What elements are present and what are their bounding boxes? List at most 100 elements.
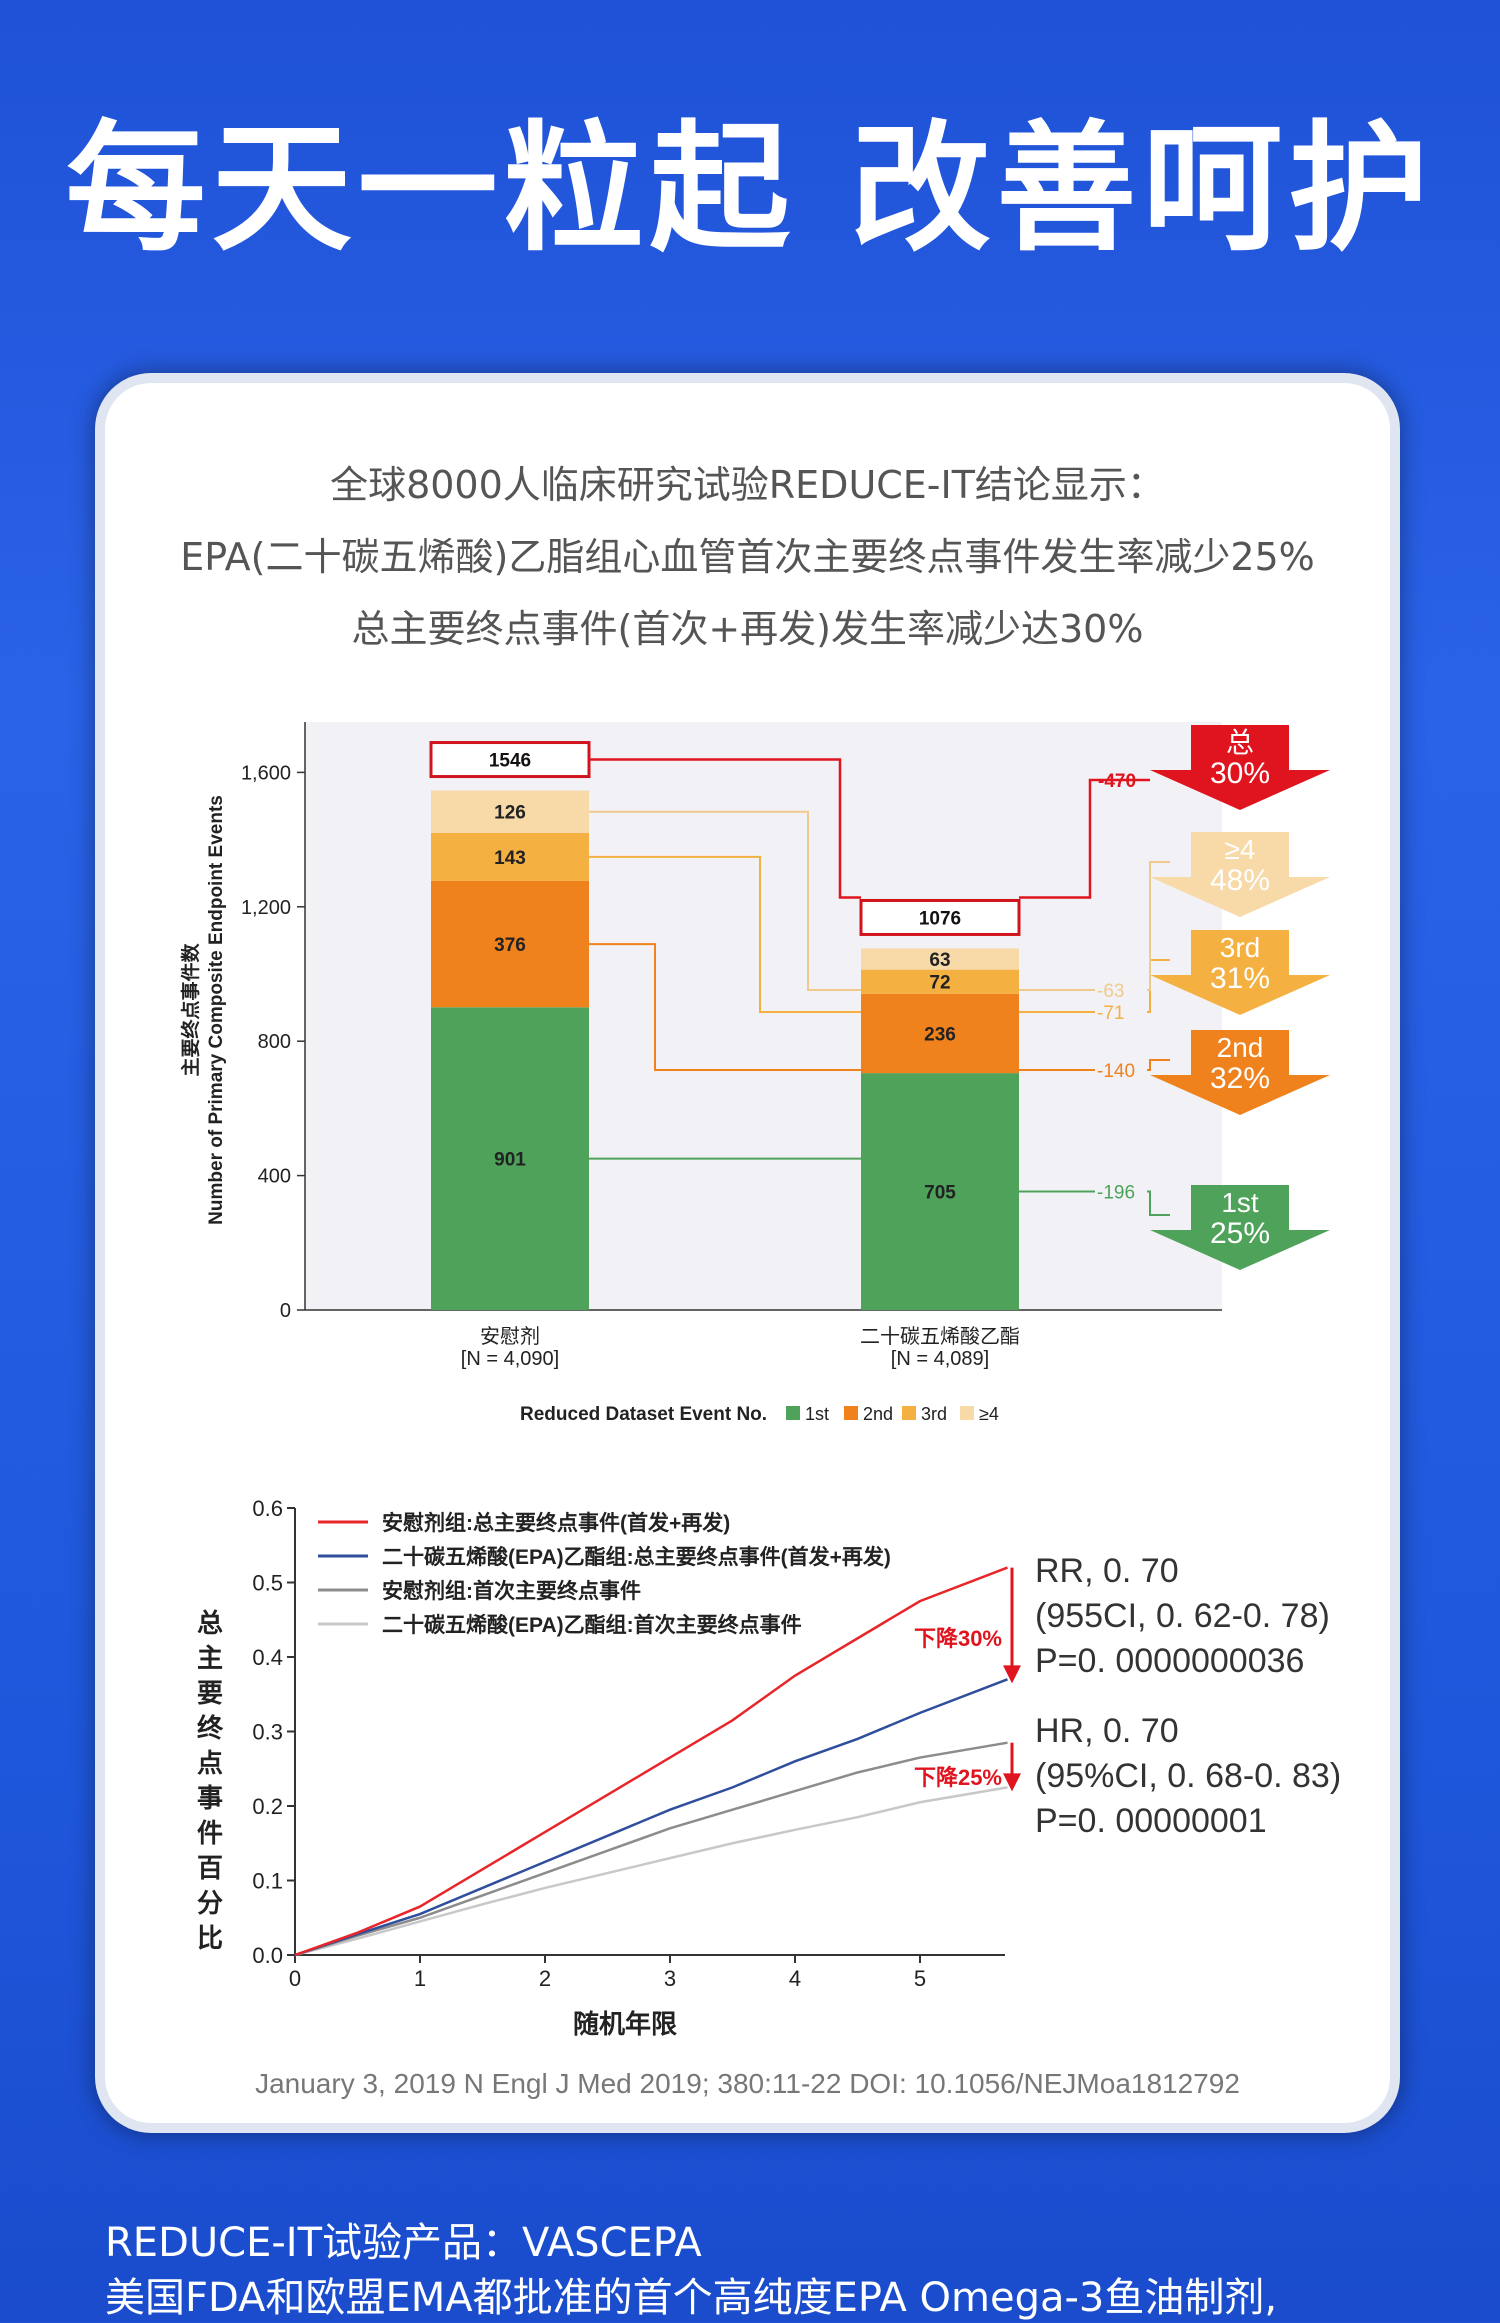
reduction-arrow-percent: 31% — [1210, 962, 1270, 995]
y-tick-label: 1,600 — [241, 762, 291, 784]
y-axis-label-char: 要 — [197, 1678, 223, 1708]
legend-label: 2nd — [863, 1404, 893, 1424]
y-axis-label-char: 件 — [197, 1818, 223, 1848]
reduction-arrow-top-label: 1st — [1221, 1187, 1259, 1218]
legend-label: 安慰剂组:总主要终点事件(首发+再发) — [382, 1511, 730, 1535]
reduction-arrow-top-label: 2nd — [1217, 1032, 1264, 1063]
category-label: 安慰剂 — [480, 1325, 540, 1348]
bar-value-label: 376 — [494, 935, 526, 956]
y-axis-label-char: 主 — [197, 1643, 223, 1673]
x-tick-label: 1 — [414, 1966, 426, 1991]
bar-segment-1 — [431, 1007, 589, 1310]
stats-line: (95%CI, 0. 68-0. 83) — [1035, 1757, 1341, 1795]
bar-value-label: 143 — [494, 848, 526, 869]
reduction-arrow-shape — [1150, 725, 1330, 810]
legend-swatch — [902, 1406, 916, 1420]
bar-segment-2 — [861, 993, 1019, 1074]
bar-segment-1 — [861, 1073, 1019, 1310]
reduction-arrow: ≥448% — [1150, 832, 1330, 917]
total-connector — [589, 758, 861, 899]
y-axis-label-cn: 主要终点事件数 — [179, 943, 202, 1077]
approval-line: 美国FDA和欧盟EMA都批准的首个高纯度EPA Omega-3鱼油制剂, — [105, 2275, 1278, 2321]
bar-value-label: 901 — [494, 1150, 526, 1171]
arrow-connector — [1147, 861, 1170, 991]
stats-line: HR, 0. 70 — [1035, 1712, 1179, 1750]
y-tick-label: 0.4 — [252, 1645, 283, 1670]
x-tick-label: 4 — [789, 1966, 801, 1991]
x-tick-label: 3 — [664, 1966, 676, 1991]
y-tick-label: 0.5 — [252, 1571, 283, 1596]
reduction-arrow: 总30% — [1150, 725, 1330, 810]
legend-label: ≥4 — [979, 1404, 999, 1424]
category-label: 二十碳五烯酸乙酯 — [860, 1325, 1020, 1348]
y-tick-label: 0.2 — [252, 1794, 283, 1819]
bar-total-label: 1076 — [919, 908, 961, 929]
y-tick-label: 0 — [280, 1300, 291, 1322]
difference-label: -140 — [1097, 1061, 1135, 1082]
y-tick-label: 0.3 — [252, 1720, 283, 1745]
series-line-1 — [294, 1566, 1008, 1957]
cumulative-events-line-chart: 0.0 0.1 0.2 0.3 0.4 0.5 0.6 0 1 2 3 4 5 随机年限 总主要终点事件百分… — [197, 1496, 1341, 2039]
stats-line: RR, 0. 70 — [1035, 1552, 1179, 1590]
legend-label: 3rd — [921, 1404, 947, 1424]
y-axis-label-char: 点 — [197, 1748, 223, 1778]
total-connector — [1019, 778, 1150, 899]
y-axis-label-char: 分 — [197, 1888, 223, 1918]
legend-label: 1st — [805, 1404, 829, 1424]
journal-citation: January 3, 2019 N Engl J Med 2019; 380:1… — [255, 2068, 1240, 2099]
y-tick-label: 0.1 — [252, 1869, 283, 1894]
difference-label: -196 — [1097, 1183, 1135, 1204]
difference-label: -71 — [1097, 1003, 1124, 1024]
bar-segment-3 — [431, 832, 589, 881]
legend-label: 二十碳五烯酸(EPA)乙酯组:首次主要终点事件 — [382, 1613, 802, 1637]
x-tick-label: 2 — [539, 1966, 551, 1991]
legend-swatch — [786, 1406, 800, 1420]
stats-line: P=0. 00000001 — [1035, 1802, 1267, 1840]
difference-label: -63 — [1097, 981, 1124, 1002]
intro-line-2: EPA(二十碳五烯酸)乙脂组心血管首次主要终点事件发生率减少25% — [180, 535, 1315, 579]
stats-line: P=0. 0000000036 — [1035, 1642, 1304, 1680]
page-headline: 每天一粒起 改善呵护 — [65, 108, 1435, 271]
bar-segment-4 — [431, 790, 589, 833]
category-n-label: [N = 4,089] — [891, 1348, 989, 1370]
y-axis-label: Number of Primary Composite Endpoint Eve… — [206, 795, 227, 1225]
reduction-arrow-top-label: ≥4 — [1225, 834, 1256, 865]
product-line: REDUCE-IT试验产品：VASCEPA — [105, 2220, 702, 2266]
y-axis-label-char: 比 — [197, 1923, 223, 1953]
x-tick-label: 5 — [914, 1966, 926, 1991]
connector-line — [589, 943, 861, 1071]
drop-annotation: 下降30% — [914, 1626, 1002, 1651]
bar-value-label: 126 — [494, 803, 526, 824]
reduction-arrow-shape — [1150, 832, 1330, 917]
stacked-bar-chart: 0 400 800 1,200 1,600 主要终点事件数 Number of Primar… — [179, 722, 1330, 1425]
connector-line — [589, 810, 861, 991]
category-n-label: [N = 4,090] — [461, 1348, 559, 1370]
legend-title: Reduced Dataset Event No. — [520, 1404, 767, 1425]
total-box — [859, 898, 1021, 936]
reduction-arrow-top-label: 3rd — [1220, 932, 1260, 963]
intro-line-3: 总主要终点事件(首次+再发)发生率减少达30% — [351, 607, 1144, 651]
reduction-arrow-percent: 30% — [1210, 757, 1270, 790]
y-axis-label-char: 总 — [197, 1608, 223, 1638]
drop-arrow-head — [1003, 1665, 1021, 1684]
drop-arrow-head — [1003, 1773, 1021, 1792]
legend-label: 二十碳五烯酸(EPA)乙酯组:总主要终点事件(首发+再发) — [382, 1545, 891, 1569]
y-tick-label: 0.0 — [252, 1943, 283, 1968]
y-tick-label: 0.6 — [252, 1496, 283, 1521]
bar-segment-2 — [431, 880, 589, 1008]
arrow-connector — [1147, 1059, 1170, 1071]
bar-value-label: 705 — [924, 1183, 956, 1204]
reduction-arrow-percent: 32% — [1210, 1062, 1270, 1095]
y-tick-label: 400 — [258, 1166, 291, 1188]
reduction-arrow-percent: 25% — [1210, 1217, 1270, 1250]
y-axis-label-char: 事 — [197, 1783, 223, 1813]
bar-segment-4 — [861, 948, 1019, 970]
y-tick-label: 800 — [258, 1031, 291, 1053]
reduction-arrow-shape — [1150, 930, 1330, 1015]
reduction-arrow-percent: 48% — [1210, 864, 1270, 897]
legend-swatch — [844, 1406, 858, 1420]
bar-segment-3 — [861, 969, 1019, 994]
difference-label: -470 — [1098, 771, 1136, 792]
